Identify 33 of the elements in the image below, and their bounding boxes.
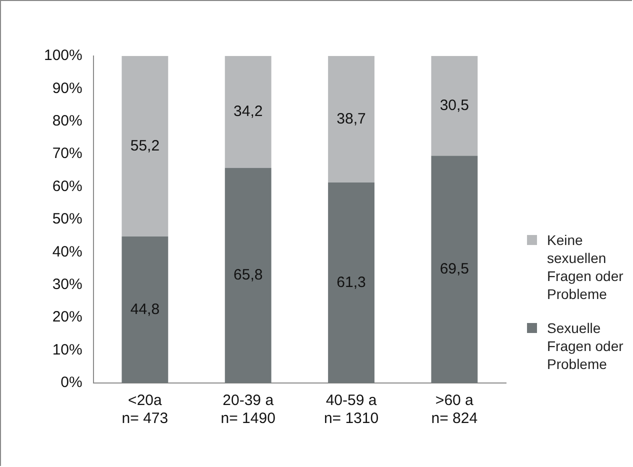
y-tick-label: 80% xyxy=(52,112,82,130)
bar xyxy=(328,56,374,183)
data-label: 65,8 xyxy=(234,266,263,284)
bar xyxy=(328,182,374,383)
data-label: 61,3 xyxy=(336,274,366,291)
bar xyxy=(122,236,168,383)
x-tick-label: <20a n= 473 xyxy=(122,392,168,428)
data-label: 34,2 xyxy=(234,103,263,120)
y-tick-label: 0% xyxy=(60,374,82,392)
y-tick-label: 30% xyxy=(52,276,82,294)
x-tick-label: 40-59 a n= 1310 xyxy=(324,392,379,428)
bar xyxy=(431,156,478,383)
bar xyxy=(431,56,478,156)
y-tick-label: 100% xyxy=(44,47,82,64)
y-tick-label: 70% xyxy=(52,145,82,162)
data-label: 38,7 xyxy=(336,110,366,128)
y-tick-label: 60% xyxy=(52,178,82,195)
y-tick-label: 50% xyxy=(52,210,82,228)
bar xyxy=(224,56,272,168)
x-tick-label: >60 a n= 824 xyxy=(431,392,478,428)
y-tick-label: 10% xyxy=(52,341,82,358)
data-label: 69,5 xyxy=(440,260,470,278)
data-label: 30,5 xyxy=(440,97,470,114)
legend-label: Keine sexuellen Fragen oder Probleme xyxy=(546,231,624,303)
y-tick-label: 90% xyxy=(52,80,82,97)
legend-label: Sexuelle Fragen oder Probleme xyxy=(546,319,624,373)
x-tick-label: 20-39 a n= 1490 xyxy=(220,392,276,428)
bar xyxy=(122,56,168,237)
bar xyxy=(224,168,272,383)
data-label: 44,8 xyxy=(130,300,160,318)
y-tick-label: 40% xyxy=(52,243,82,260)
y-tick-label: 20% xyxy=(52,308,82,326)
data-label: 55,2 xyxy=(130,137,160,154)
